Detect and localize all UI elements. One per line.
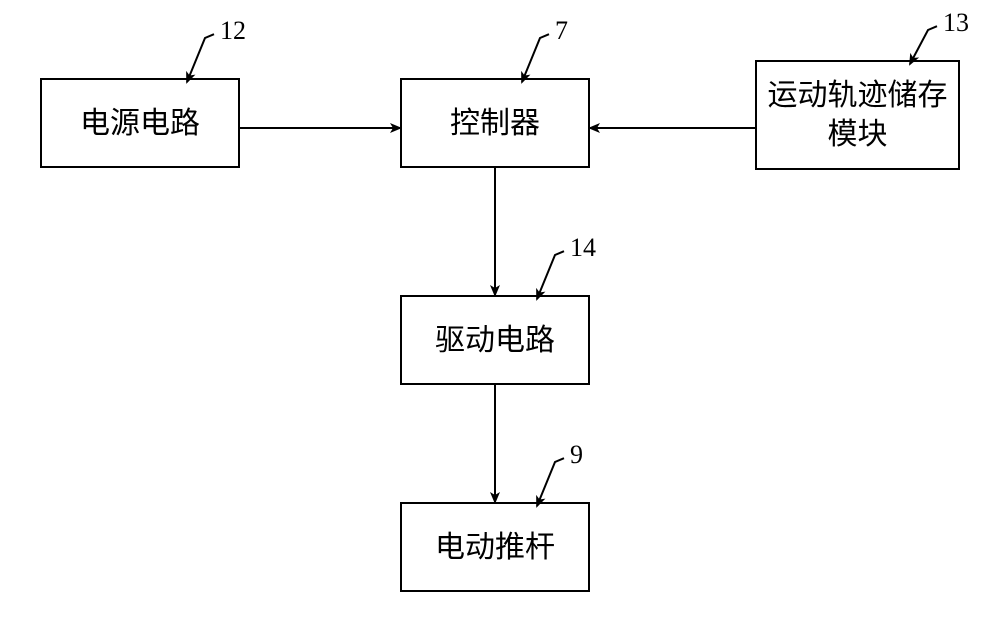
callout-leader-trajectory_store — [910, 26, 937, 64]
callout-leader-actuator — [537, 458, 564, 506]
connectors-svg — [0, 0, 1000, 623]
callout-leader-power_circuit — [187, 34, 214, 82]
callout-leader-drive_circuit — [537, 251, 564, 299]
callout-leader-controller — [522, 34, 549, 82]
